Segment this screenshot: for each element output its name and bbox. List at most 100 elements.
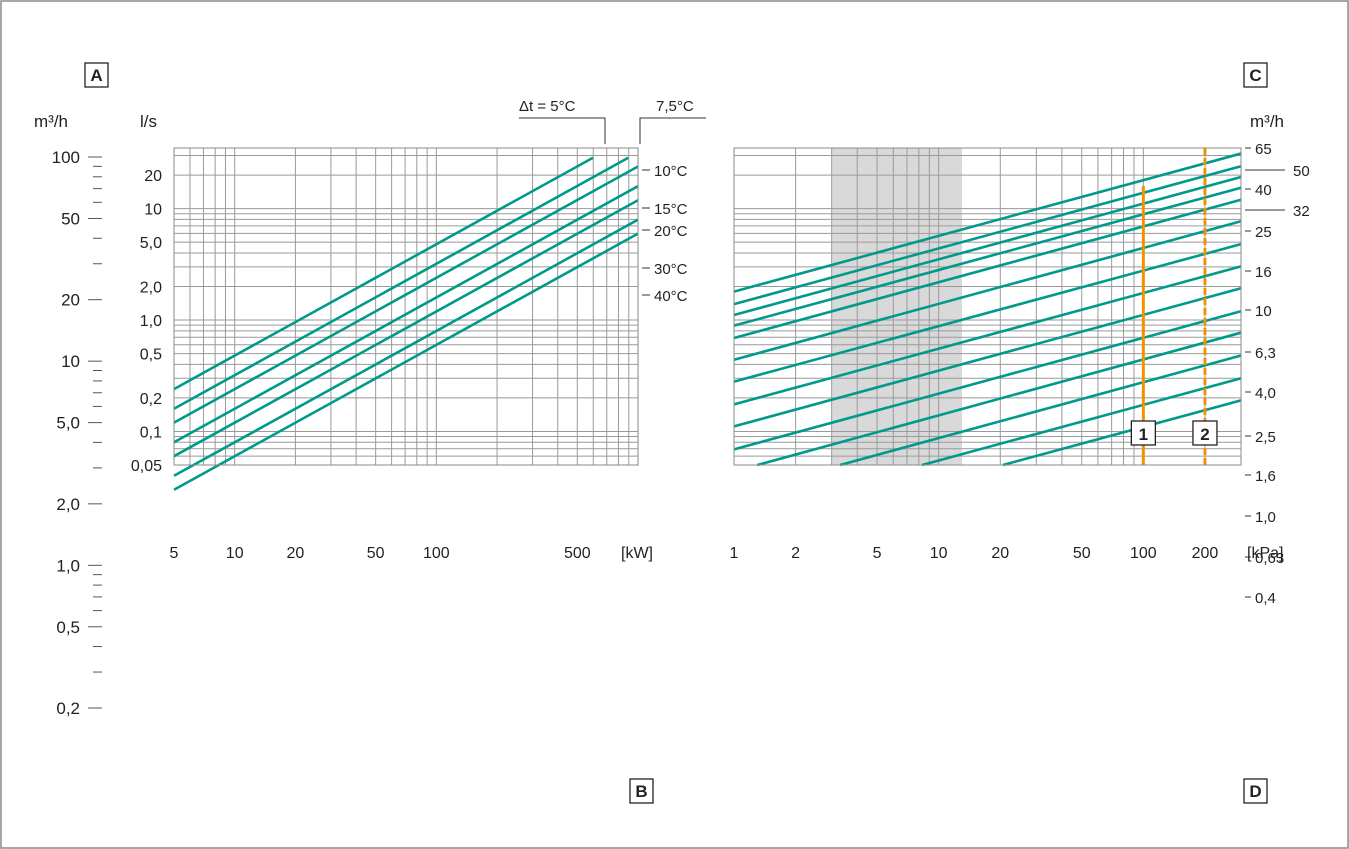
svg-text:D: D	[1249, 782, 1261, 801]
secondary-y-tick-label: 20	[61, 291, 80, 310]
curve-label: 20°C	[654, 223, 688, 240]
y-tick-label: 5,0	[140, 235, 162, 252]
right-axis-label: 2,5	[1255, 429, 1276, 446]
svg-text:A: A	[90, 66, 102, 85]
x-tick-label: 200	[1192, 545, 1219, 562]
left-curves	[173, 156, 639, 491]
series-line	[733, 186, 1242, 327]
left-plot-frame	[173, 147, 639, 466]
x-tick-label: 20	[287, 545, 305, 562]
secondary-y-tick-label: 100	[52, 148, 80, 167]
series-line	[733, 220, 1242, 362]
y-tick-label: 0,5	[140, 347, 162, 364]
series-line	[173, 232, 639, 491]
series-line	[921, 377, 1242, 467]
series-line	[733, 152, 1242, 293]
svg-text:B: B	[635, 782, 647, 801]
right-axis-label: 16	[1255, 264, 1272, 281]
x-tick-label: 1	[730, 545, 739, 562]
y-tick-label: 0,2	[140, 391, 162, 408]
right-axis-label: 0,63	[1255, 550, 1284, 567]
left-x-unit: [kW]	[621, 545, 653, 562]
box-label-c: C	[1243, 62, 1268, 88]
right-axis-label: 6,3	[1255, 345, 1276, 362]
right-axis-label: 1,6	[1255, 468, 1276, 485]
right-axis-unit: m³/h	[1250, 112, 1284, 131]
secondary-y-tick-label: 10	[61, 352, 80, 371]
left-grid	[174, 148, 638, 465]
x-tick-label: 50	[1073, 545, 1091, 562]
svg-text:C: C	[1249, 66, 1261, 85]
box-label-a: A	[84, 62, 109, 88]
marker-box	[1192, 420, 1218, 446]
left-secondary-axis: 0,2 0,5 1,0 2,0 5,0 10 20 50 100	[52, 148, 102, 718]
right-axis-label: 50	[1293, 163, 1310, 180]
y-tick-label: 1,0	[140, 313, 162, 330]
right-plot-frame	[733, 147, 1242, 466]
series-line	[733, 198, 1242, 340]
right-curves	[733, 152, 1242, 467]
y-tick-label: 0,05	[131, 458, 162, 475]
x-tick-label: 100	[423, 545, 450, 562]
svg-text:7,5°C: 7,5°C	[656, 98, 694, 115]
series-line	[839, 354, 1242, 467]
left-curve-labels: 10°C 15°C 20°C 30°C 40°C	[642, 163, 688, 305]
series-line	[173, 156, 594, 391]
right-axis-label: 4,0	[1255, 385, 1276, 402]
series-line	[173, 199, 639, 458]
box-label-b: B	[629, 778, 654, 804]
box-label-d: D	[1243, 778, 1268, 804]
right-axis-label: 40	[1255, 182, 1272, 199]
marker-label: 1	[1139, 425, 1148, 444]
secondary-y-tick-label: 50	[61, 209, 80, 228]
marker-box	[1130, 420, 1156, 446]
y-tick-label: 20	[144, 168, 162, 185]
x-tick-label: 500	[564, 545, 591, 562]
series-line	[173, 156, 629, 410]
series-line	[733, 175, 1242, 317]
left-chart: 5 10 20 50 100 500 0,05 0,1 0,2 0,5 1,0 2,0 5,0 10 20…	[34, 62, 706, 804]
left-x-tick-labels: 5 10 20 50 100 500	[170, 545, 591, 562]
curve-label: 10°C	[654, 163, 688, 180]
series-line	[173, 185, 639, 444]
series-line	[173, 218, 639, 477]
right-axis-label: 1,0	[1255, 509, 1276, 526]
secondary-y-tick-label: 1,0	[56, 556, 80, 575]
x-tick-label: 2	[791, 545, 800, 562]
right-axis-label: 0,4	[1255, 590, 1276, 607]
series-line	[733, 309, 1242, 451]
y-tick-label: 2,0	[140, 279, 162, 296]
y-tick-label: 10	[144, 202, 162, 219]
left-y-tick-labels: 0,05 0,1 0,2 0,5 1,0 2,0 5,0 10 20	[131, 168, 162, 475]
right-x-unit: [kPa]	[1247, 545, 1283, 562]
secondary-y-tick-label: 2,0	[56, 495, 80, 514]
svg-text:Δt = 5°C: Δt = 5°C	[519, 98, 576, 115]
x-tick-label: 5	[170, 545, 179, 562]
x-tick-label: 20	[991, 545, 1009, 562]
curve-label: 15°C	[654, 201, 688, 218]
x-tick-label: 10	[930, 545, 948, 562]
right-axis-label: 32	[1293, 203, 1310, 220]
series-line	[756, 331, 1242, 467]
x-tick-label: 100	[1130, 545, 1157, 562]
right-grid	[734, 148, 1241, 465]
right-axis-label: 25	[1255, 224, 1272, 241]
secondary-y-tick-label: 0,2	[56, 699, 80, 718]
series-line	[733, 265, 1242, 406]
series-line	[733, 242, 1242, 383]
series-line	[733, 165, 1242, 306]
right-curve-labels: 65 50 40 32 25 16 10 6,3 4,0 2,5 1,6 1,0 0,63 0,4	[1245, 141, 1310, 607]
secondary-y-tick-label: 0,5	[56, 618, 80, 637]
right-x-tick-labels: 1 2 5 10 20 50 100 200	[730, 545, 1219, 562]
delta-t-7-5-label: 7,5°C	[639, 98, 706, 144]
marker-label: 2	[1200, 425, 1209, 444]
curve-label: 30°C	[654, 261, 688, 278]
right-axis-label: 65	[1255, 141, 1272, 158]
x-tick-label: 5	[873, 545, 882, 562]
y-tick-label: 0,1	[140, 424, 162, 441]
series-line	[173, 165, 639, 424]
delta-t-5-label: Δt = 5°C	[519, 98, 606, 144]
series-line	[1002, 399, 1242, 467]
